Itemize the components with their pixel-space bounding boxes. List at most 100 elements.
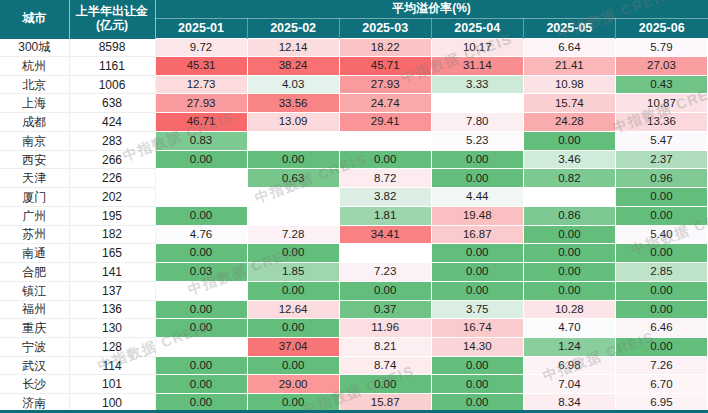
premium-value-cell: 0.00	[431, 244, 523, 263]
premium-value-cell: 0.00	[431, 375, 523, 394]
column-header-city: 城市	[0, 0, 69, 39]
month-column-header: 2025-06	[615, 19, 707, 39]
month-column-header: 2025-03	[339, 19, 431, 39]
city-cell: 南京	[0, 131, 69, 150]
premium-value-cell: 0.00	[431, 356, 523, 375]
table-row: 天津2260.638.720.000.820.96	[0, 169, 708, 188]
premium-value-cell: 0.37	[339, 300, 431, 319]
premium-value-cell: 1.85	[247, 263, 339, 282]
premium-value-cell: 24.74	[339, 94, 431, 113]
premium-value-cell: 12.14	[247, 39, 339, 57]
table-row: 南京2830.835.230.005.47	[0, 131, 708, 150]
amount-cell: 101	[69, 375, 155, 394]
table-row: 厦门2023.824.440.00	[0, 188, 708, 207]
premium-value-cell: 3.75	[431, 300, 523, 319]
premium-value-cell	[155, 188, 247, 207]
premium-value-cell: 0.82	[523, 169, 615, 188]
premium-value-cell: 27.93	[155, 94, 247, 113]
table-row: 合肥1410.031.857.230.000.002.85	[0, 263, 708, 282]
amount-cell: 141	[69, 263, 155, 282]
city-cell: 西安	[0, 150, 69, 169]
premium-value-cell	[339, 244, 431, 263]
city-cell: 南通	[0, 244, 69, 263]
table-row: 上海63827.9333.5624.7415.7410.87	[0, 94, 708, 113]
premium-value-cell: 16.87	[431, 225, 523, 244]
premium-value-cell: 3.82	[339, 188, 431, 207]
month-column-header: 2025-05	[523, 19, 615, 39]
premium-value-cell: 27.93	[339, 75, 431, 94]
premium-value-cell: 9.72	[155, 39, 247, 57]
premium-value-cell: 13.09	[247, 113, 339, 132]
premium-value-cell: 0.00	[431, 150, 523, 169]
premium-value-cell: 37.04	[247, 338, 339, 357]
amount-cell: 424	[69, 113, 155, 132]
premium-value-cell: 0.00	[155, 356, 247, 375]
table-row: 重庆1300.000.0011.9616.744.706.46	[0, 319, 708, 338]
premium-value-cell: 14.30	[431, 338, 523, 357]
amount-cell: 195	[69, 206, 155, 225]
premium-value-cell: 0.00	[615, 300, 707, 319]
premium-value-cell: 7.28	[247, 225, 339, 244]
premium-value-cell: 0.00	[615, 188, 707, 207]
amount-cell: 136	[69, 300, 155, 319]
city-cell: 北京	[0, 75, 69, 94]
premium-value-cell: 21.41	[523, 57, 615, 76]
premium-value-cell: 0.00	[155, 206, 247, 225]
premium-value-cell: 27.03	[615, 57, 707, 76]
premium-value-cell	[339, 131, 431, 150]
amount-cell: 1006	[69, 75, 155, 94]
table-row: 长沙1010.0029.000.000.007.046.70	[0, 375, 708, 394]
city-cell: 镇江	[0, 281, 69, 300]
premium-value-cell: 46.71	[155, 113, 247, 132]
premium-value-cell	[247, 206, 339, 225]
city-cell: 广州	[0, 206, 69, 225]
premium-value-cell: 18.22	[339, 39, 431, 57]
premium-value-cell: 0.00	[155, 244, 247, 263]
premium-value-cell: 12.73	[155, 75, 247, 94]
premium-value-cell: 2.85	[615, 263, 707, 282]
amount-cell: 638	[69, 94, 155, 113]
premium-value-cell: 0.00	[431, 263, 523, 282]
premium-value-cell: 4.70	[523, 319, 615, 338]
premium-value-cell: 0.00	[155, 319, 247, 338]
premium-value-cell: 0.86	[523, 206, 615, 225]
premium-value-cell: 0.00	[247, 356, 339, 375]
amount-cell: 165	[69, 244, 155, 263]
table-row: 成都42446.7113.0929.417.8024.2813.36	[0, 113, 708, 132]
amount-cell: 8598	[69, 39, 155, 57]
premium-value-cell: 4.03	[247, 75, 339, 94]
table-row: 杭州116145.3138.2445.7131.1421.4127.03	[0, 57, 708, 76]
month-column-header: 2025-04	[431, 19, 523, 39]
premium-value-cell: 0.83	[155, 131, 247, 150]
premium-value-cell: 7.26	[615, 356, 707, 375]
premium-value-cell: 10.28	[523, 300, 615, 319]
premium-value-cell: 0.43	[615, 75, 707, 94]
premium-value-cell: 0.00	[339, 150, 431, 169]
premium-value-cell: 5.40	[615, 225, 707, 244]
premium-value-cell: 13.36	[615, 113, 707, 132]
premium-value-cell: 3.46	[523, 150, 615, 169]
premium-value-cell: 7.23	[339, 263, 431, 282]
premium-value-cell: 0.63	[247, 169, 339, 188]
premium-value-cell: 0.00	[523, 225, 615, 244]
premium-value-cell: 12.64	[247, 300, 339, 319]
premium-value-cell: 6.98	[523, 356, 615, 375]
amount-cell: 114	[69, 356, 155, 375]
premium-value-cell: 0.00	[615, 206, 707, 225]
premium-value-cell	[155, 169, 247, 188]
premium-value-cell: 45.31	[155, 57, 247, 76]
premium-value-cell: 0.00	[523, 281, 615, 300]
premium-value-cell: 5.23	[431, 131, 523, 150]
premium-value-cell: 5.79	[615, 39, 707, 57]
premium-value-cell: 0.00	[247, 319, 339, 338]
city-cell: 300城	[0, 39, 69, 57]
city-cell: 上海	[0, 94, 69, 113]
premium-value-cell: 33.56	[247, 94, 339, 113]
premium-value-cell: 11.96	[339, 319, 431, 338]
premium-value-cell: 6.46	[615, 319, 707, 338]
amount-label-line1: 上半年出让金	[70, 5, 155, 19]
premium-value-cell: 3.33	[431, 75, 523, 94]
premium-value-cell: 10.17	[431, 39, 523, 57]
premium-value-cell: 15.74	[523, 94, 615, 113]
amount-cell: 202	[69, 188, 155, 207]
